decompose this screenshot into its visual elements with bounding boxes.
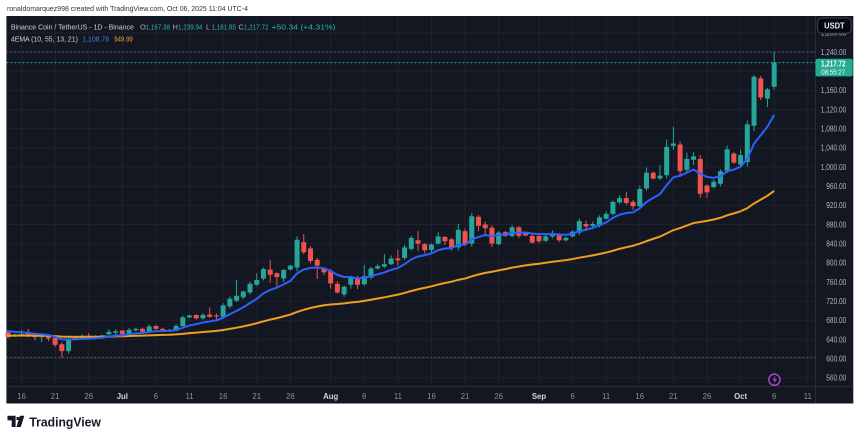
svg-text:ronaldomarquez998 created with: ronaldomarquez998 created with TradingVi… [7,4,248,13]
svg-text:C: C [239,23,245,32]
svg-text:16: 16 [635,392,644,401]
svg-text:840.00: 840.00 [826,240,846,249]
svg-text:800.00: 800.00 [826,259,846,268]
svg-text:Jul: Jul [117,392,128,401]
svg-text:1,160.00: 1,160.00 [821,86,847,95]
svg-text:21: 21 [669,392,678,401]
svg-text:1,217.72: 1,217.72 [244,23,269,32]
svg-text:11: 11 [185,392,193,401]
svg-text:720.00: 720.00 [826,297,846,306]
svg-text:4EMA (10, 55, 13, 21): 4EMA (10, 55, 13, 21) [11,34,78,43]
svg-text:11: 11 [804,392,812,401]
svg-text:960.00: 960.00 [826,182,846,191]
svg-text:11: 11 [394,392,402,401]
svg-text:16: 16 [219,392,228,401]
svg-text:560.00: 560.00 [826,374,846,383]
svg-text:16: 16 [427,392,436,401]
svg-text:1,217.72: 1,217.72 [821,60,846,69]
svg-text:6: 6 [362,392,366,401]
svg-text:Oct: Oct [734,392,747,401]
svg-text:1,167.38: 1,167.38 [146,23,171,32]
svg-text:1,000.00: 1,000.00 [821,163,847,172]
svg-text:16: 16 [17,392,26,401]
svg-text:26: 26 [286,392,295,401]
svg-text:Binance Coin / TetherUS - 1D -: Binance Coin / TetherUS - 1D - Binance [11,23,134,32]
svg-text:H: H [173,23,178,32]
svg-text:6: 6 [772,392,776,401]
svg-text:USDT: USDT [824,21,845,30]
svg-text:760.00: 760.00 [826,278,846,287]
svg-text:26: 26 [494,392,503,401]
svg-text:1,239.94: 1,239.94 [178,23,203,32]
svg-text:680.00: 680.00 [826,316,846,325]
svg-text:21: 21 [461,392,470,401]
svg-text:21: 21 [51,392,60,401]
svg-text:1,080.00: 1,080.00 [821,125,847,134]
svg-text:920.00: 920.00 [826,201,846,210]
svg-text:TradingView: TradingView [29,414,101,429]
svg-text:+50.34 (+4.31%): +50.34 (+4.31%) [272,23,337,32]
svg-text:6: 6 [154,392,158,401]
svg-text:1,161.85: 1,161.85 [212,23,237,32]
svg-text:1,040.00: 1,040.00 [821,144,847,153]
svg-text:949.99: 949.99 [114,34,133,43]
svg-text:1,240.00: 1,240.00 [821,48,847,57]
svg-text:880.00: 880.00 [826,220,846,229]
svg-text:26: 26 [703,392,712,401]
svg-text:1,120.00: 1,120.00 [821,105,847,114]
svg-text:O: O [140,23,146,32]
svg-text:Sep: Sep [532,392,547,401]
svg-text:600.00: 600.00 [826,354,846,363]
svg-text:640.00: 640.00 [826,335,846,344]
svg-text:6: 6 [570,392,574,401]
svg-text:21: 21 [252,392,261,401]
svg-text:08:55:27: 08:55:27 [821,68,845,77]
svg-text:1,108.76: 1,108.76 [82,34,109,43]
svg-text:26: 26 [84,392,93,401]
svg-text:Aug: Aug [323,392,338,401]
svg-text:11: 11 [602,392,610,401]
svg-text:L: L [206,23,210,32]
